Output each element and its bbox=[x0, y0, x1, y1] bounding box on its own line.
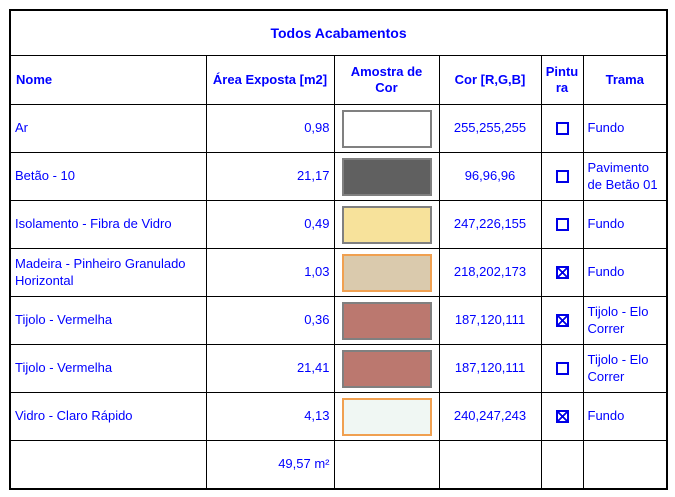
paint-checkbox-cell bbox=[540, 152, 584, 201]
empty-cell bbox=[582, 440, 668, 490]
exposed-area: 0,98 bbox=[205, 104, 335, 153]
paint-checkbox-cell bbox=[540, 296, 584, 345]
exposed-area: 4,13 bbox=[205, 392, 335, 441]
rgb-value: 240,247,243 bbox=[438, 392, 542, 441]
trama-value: Fundo bbox=[582, 104, 668, 153]
paint-checkbox[interactable] bbox=[555, 266, 569, 280]
finish-name: Betão - 10 bbox=[9, 152, 207, 201]
rgb-value: 187,120,111 bbox=[438, 344, 542, 393]
column-header-pintura: Pintura bbox=[540, 55, 584, 105]
paint-checkbox[interactable] bbox=[555, 218, 569, 232]
color-sample-cell bbox=[333, 152, 440, 201]
paint-checkbox-cell bbox=[540, 200, 584, 249]
column-header-cor-rgb: Cor [R,G,B] bbox=[438, 55, 542, 105]
rgb-value: 218,202,173 bbox=[438, 248, 542, 297]
color-swatch bbox=[341, 397, 432, 436]
finish-name: Tijolo - Vermelha bbox=[9, 296, 207, 345]
paint-checkbox[interactable] bbox=[555, 170, 569, 184]
exposed-area: 21,41 bbox=[205, 344, 335, 393]
table-row: Betão - 10 21,17 96,96,96 Pavimento de B… bbox=[9, 152, 668, 201]
finish-name: Madeira - Pinheiro Granulado Horizontal bbox=[9, 248, 207, 297]
exposed-area: 0,49 bbox=[205, 200, 335, 249]
color-swatch bbox=[341, 349, 432, 388]
column-header-nome: Nome bbox=[9, 55, 207, 105]
color-swatch bbox=[341, 205, 432, 244]
color-sample-cell bbox=[333, 344, 440, 393]
rgb-value: 96,96,96 bbox=[438, 152, 542, 201]
color-sample-cell bbox=[333, 104, 440, 153]
trama-value: Tijolo - Elo Correr bbox=[582, 344, 668, 393]
total-area: 49,57 m² bbox=[205, 440, 335, 490]
exposed-area: 21,17 bbox=[205, 152, 335, 201]
finishes-table: Todos Acabamentos Nome Área Exposta [m2]… bbox=[9, 9, 669, 490]
paint-checkbox[interactable] bbox=[555, 410, 569, 424]
table-row: Madeira - Pinheiro Granulado Horizontal … bbox=[9, 248, 668, 297]
table-row: Isolamento - Fibra de Vidro 0,49 247,226… bbox=[9, 200, 668, 249]
finish-name: Vidro - Claro Rápido bbox=[9, 392, 207, 441]
color-sample-cell bbox=[333, 296, 440, 345]
table-row: Tijolo - Vermelha 0,36 187,120,111 Tijol… bbox=[9, 296, 668, 345]
color-swatch bbox=[341, 157, 432, 196]
trama-value: Fundo bbox=[582, 200, 668, 249]
empty-cell bbox=[438, 440, 542, 490]
total-row: 49,57 m² bbox=[9, 440, 668, 490]
column-header-area-exposta: Área Exposta [m2] bbox=[205, 55, 335, 105]
color-swatch bbox=[341, 109, 432, 148]
paint-checkbox[interactable] bbox=[555, 314, 569, 328]
table-row: Ar 0,98 255,255,255 Fundo bbox=[9, 104, 668, 153]
color-swatch bbox=[341, 253, 432, 292]
column-header-amostra-de-cor: Amostra de Cor bbox=[333, 55, 440, 105]
empty-cell bbox=[540, 440, 584, 490]
paint-checkbox[interactable] bbox=[555, 362, 569, 376]
trama-value: Tijolo - Elo Correr bbox=[582, 296, 668, 345]
color-sample-cell bbox=[333, 248, 440, 297]
color-sample-cell bbox=[333, 200, 440, 249]
color-swatch bbox=[341, 301, 432, 340]
rgb-value: 247,226,155 bbox=[438, 200, 542, 249]
table-row: Tijolo - Vermelha 21,41 187,120,111 Tijo… bbox=[9, 344, 668, 393]
empty-cell bbox=[333, 440, 440, 490]
finish-name: Ar bbox=[9, 104, 207, 153]
paint-checkbox[interactable] bbox=[555, 122, 569, 136]
table-title: Todos Acabamentos bbox=[9, 9, 668, 56]
trama-value: Fundo bbox=[582, 248, 668, 297]
column-header-trama: Trama bbox=[582, 55, 668, 105]
rgb-value: 255,255,255 bbox=[438, 104, 542, 153]
color-sample-cell bbox=[333, 392, 440, 441]
empty-cell bbox=[9, 440, 207, 490]
exposed-area: 0,36 bbox=[205, 296, 335, 345]
trama-value: Fundo bbox=[582, 392, 668, 441]
finish-name: Isolamento - Fibra de Vidro bbox=[9, 200, 207, 249]
rgb-value: 187,120,111 bbox=[438, 296, 542, 345]
paint-checkbox-cell bbox=[540, 104, 584, 153]
exposed-area: 1,03 bbox=[205, 248, 335, 297]
trama-value: Pavimento de Betão 01 bbox=[582, 152, 668, 201]
paint-checkbox-cell bbox=[540, 248, 584, 297]
paint-checkbox-cell bbox=[540, 344, 584, 393]
table-row: Vidro - Claro Rápido 4,13 240,247,243 Fu… bbox=[9, 392, 668, 441]
paint-checkbox-cell bbox=[540, 392, 584, 441]
finish-name: Tijolo - Vermelha bbox=[9, 344, 207, 393]
